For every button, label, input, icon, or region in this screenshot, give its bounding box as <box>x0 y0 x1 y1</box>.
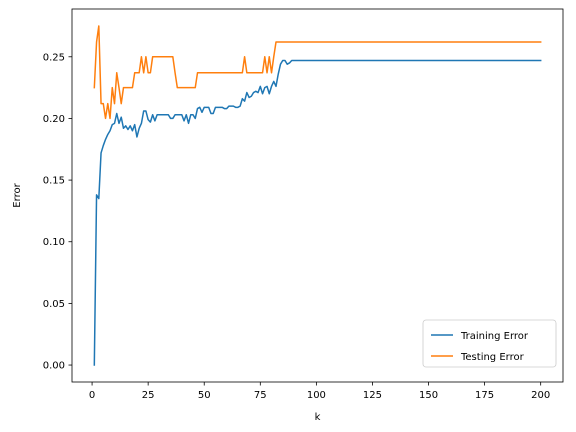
y-tick-label: 0.25 <box>43 52 65 63</box>
y-tick-label: 0.05 <box>43 299 65 310</box>
x-axis-label: k <box>315 412 321 423</box>
legend-label-training-error: Training Error <box>460 331 529 342</box>
y-tick-label: 0.10 <box>43 237 65 248</box>
y-tick-label: 0.15 <box>43 176 65 187</box>
x-tick-label: 175 <box>475 390 494 401</box>
legend: Training Error Testing Error <box>422 319 557 368</box>
x-tick-label: 150 <box>419 390 438 401</box>
y-tick-label: 0.20 <box>43 114 65 125</box>
x-tick-label: 100 <box>307 390 326 401</box>
x-tick-label: 25 <box>142 390 155 401</box>
x-tick-label: 200 <box>531 390 550 401</box>
y-axis: 0.00 0.05 0.10 0.15 0.20 0.25 <box>43 52 72 372</box>
y-tick-label: 0.00 <box>43 361 65 372</box>
x-tick-label: 125 <box>363 390 382 401</box>
series-line-training-error <box>93 59 542 366</box>
y-axis-label: Error <box>12 182 23 207</box>
series-layer <box>93 25 542 366</box>
x-tick-label: 75 <box>254 390 267 401</box>
x-tick-label: 50 <box>198 390 211 401</box>
plot-frame <box>71 8 564 383</box>
legend-frame <box>422 319 557 368</box>
legend-label-testing-error: Testing Error <box>460 352 525 363</box>
series-line-testing-error <box>93 25 542 120</box>
x-axis: 0 25 50 75 100 125 150 175 200 <box>89 382 550 401</box>
x-tick-label: 0 <box>89 390 95 401</box>
